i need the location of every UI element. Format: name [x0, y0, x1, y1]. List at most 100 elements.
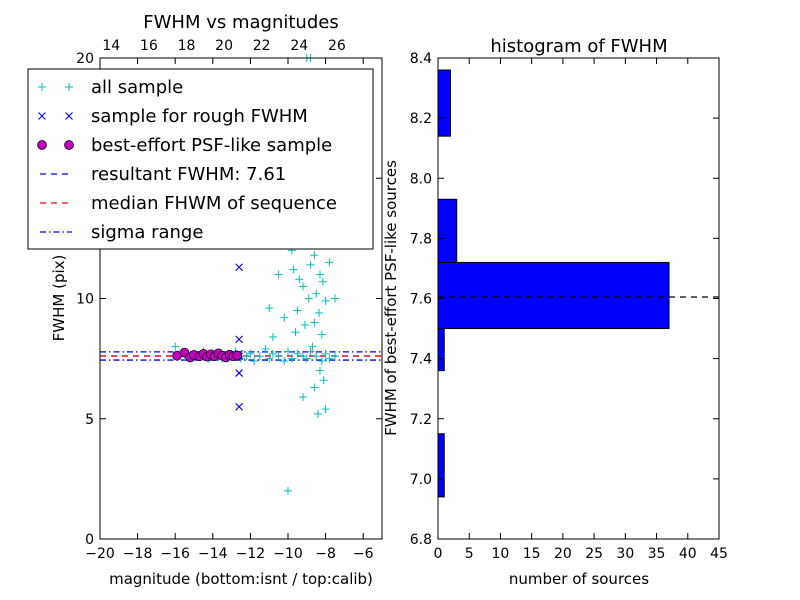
legend-label: sample for rough FWHM [91, 106, 308, 127]
legend-label: sigma range [91, 222, 203, 243]
legend-label: all sample [91, 77, 183, 98]
all-sample-point [300, 320, 309, 329]
hist-y-tick-label: 7.8 [410, 231, 432, 247]
all-sample-point [331, 294, 339, 303]
circle-marker [64, 140, 74, 150]
all-sample-point [317, 330, 326, 339]
all-sample-point [306, 260, 315, 269]
x-tick-label: −6 [353, 546, 374, 562]
all-sample-point [310, 383, 319, 392]
x-marker-b [235, 263, 244, 272]
scatter-axes-ticks: −20 −18 −16 −14 −12 −10 −8 −6 0 5 10 20 14 16 18 20 22 24… [76, 38, 382, 562]
x-marker-b [235, 402, 244, 411]
x-tick-label: −10 [273, 546, 303, 562]
y-tick-label: 5 [85, 412, 94, 428]
all-sample-point [315, 308, 324, 317]
legend-marker-left [38, 112, 46, 120]
all-sample-point [261, 345, 270, 354]
circle-marker [232, 350, 243, 361]
hist-y-tick-label: 8.0 [410, 171, 432, 187]
x-tick-label: −14 [198, 546, 228, 562]
histogram-bar [437, 261, 670, 330]
hist-x-tick-label: 20 [554, 546, 572, 562]
hist-x-tick-label: 5 [465, 546, 474, 562]
legend-entry: sample for rough FWHM [38, 106, 308, 127]
hist-y-tick-label: 8.4 [410, 51, 432, 67]
sample-for-rough-fwhm-point [235, 335, 244, 344]
all-sample-point [265, 304, 274, 313]
all-sample-point [284, 347, 292, 356]
all-sample-point [321, 296, 330, 305]
all-sample-point [331, 352, 339, 361]
all-sample-point [265, 354, 274, 363]
all-sample-point [321, 405, 330, 414]
hist-y-tick-label: 7.0 [410, 472, 432, 488]
legend-box [27, 68, 374, 250]
hist-y-tick-label: 7.2 [410, 412, 432, 428]
all-sample-point [171, 342, 180, 351]
all-sample-point [295, 275, 304, 284]
hist-x-tick-label: 35 [648, 546, 666, 562]
histogram-axes-ticks: 0 5 10 15 20 25 30 35 40 45 6.8 7.0 7.2 7.4 7.6 7.8 8.0 8… [410, 51, 728, 562]
top-axis-tick-label: 20 [215, 38, 233, 54]
all-sample-point [280, 357, 289, 366]
x-marker-b [235, 335, 244, 344]
all-sample-point [304, 294, 313, 303]
all-sample-point [289, 265, 298, 274]
histogram-bar [437, 328, 445, 372]
scatter-x-axis-label: magnitude (bottom:isnt / top:calib) [109, 570, 373, 588]
hist-x-tick-label: 10 [492, 546, 510, 562]
all-sample-point [315, 270, 324, 279]
hist-y-tick-label: 7.6 [410, 292, 432, 308]
all-sample-point [280, 313, 289, 322]
top-axis-tick-label: 14 [102, 38, 120, 54]
histogram-bar [437, 198, 458, 263]
x-tick-label: −12 [236, 546, 266, 562]
x-tick-label: −8 [315, 546, 336, 562]
histogram-x-axis-label: number of sources [509, 570, 649, 588]
all-sample-point [299, 282, 308, 291]
scatter-data-layer [100, 54, 382, 495]
legend-marker-right [65, 112, 73, 120]
x-tick-label: −20 [85, 546, 115, 562]
x-marker-b [65, 112, 73, 120]
all-sample-point [306, 347, 315, 356]
all-sample-point [312, 289, 321, 298]
histogram-data-layer [437, 69, 719, 498]
legend-label: median FHWM of sequence [91, 193, 337, 214]
all-sample-point [293, 349, 302, 358]
hist-x-tick-label: 25 [585, 546, 603, 562]
all-sample-point [325, 354, 334, 363]
all-sample-point [299, 393, 308, 402]
x-marker-b [235, 369, 244, 377]
all-sample-point [250, 357, 259, 366]
scatter-legend: all sample sample for rough FWHM best-effo… [27, 68, 374, 250]
all-sample-point [268, 349, 277, 358]
sample-for-rough-fwhm-point [235, 369, 244, 377]
x-marker-b [38, 112, 46, 120]
histogram-bar [437, 433, 445, 498]
all-sample-point [246, 349, 255, 358]
legend-label: best-effort PSF-like sample [91, 135, 332, 156]
all-sample-point [308, 342, 317, 351]
all-sample-point [312, 352, 321, 361]
all-sample-point [325, 258, 334, 267]
legend-marker-right [65, 83, 73, 91]
all-sample-point [310, 318, 319, 327]
all-sample-point [318, 277, 327, 286]
all-sample-point [274, 270, 283, 279]
legend-entry: median FHWM of sequence [40, 193, 337, 214]
all-sample-point [321, 349, 330, 358]
all-sample-point [293, 306, 302, 315]
y-tick-label: 20 [76, 51, 94, 67]
all-sample-point [284, 486, 292, 495]
top-axis-tick-label: 22 [253, 38, 271, 54]
y-tick-label: 10 [76, 292, 94, 308]
all-sample-point [287, 354, 296, 363]
hist-x-tick-label: 0 [434, 546, 443, 562]
histogram-title: histogram of FWHM [490, 36, 667, 57]
histogram-bar [437, 69, 451, 137]
all-sample-point [255, 352, 264, 361]
best-effort-psf-like-sample-point [232, 350, 243, 361]
y-tick-label: 0 [85, 532, 94, 548]
